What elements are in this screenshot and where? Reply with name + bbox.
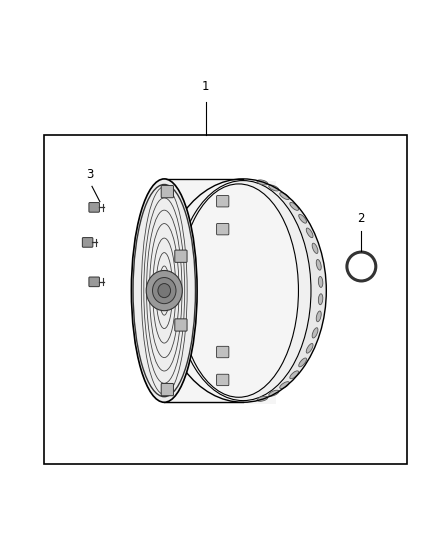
Ellipse shape <box>318 277 323 287</box>
Ellipse shape <box>179 184 298 397</box>
Ellipse shape <box>290 203 299 211</box>
FancyBboxPatch shape <box>216 346 229 358</box>
Ellipse shape <box>152 278 176 304</box>
Ellipse shape <box>316 311 321 322</box>
Ellipse shape <box>158 284 170 297</box>
FancyBboxPatch shape <box>175 319 187 331</box>
Ellipse shape <box>146 270 182 311</box>
FancyBboxPatch shape <box>164 181 276 405</box>
PathPatch shape <box>243 179 326 402</box>
Ellipse shape <box>175 181 311 401</box>
Ellipse shape <box>306 228 313 238</box>
FancyBboxPatch shape <box>89 277 99 287</box>
FancyBboxPatch shape <box>216 196 229 207</box>
Ellipse shape <box>318 294 323 305</box>
FancyBboxPatch shape <box>216 223 229 235</box>
Ellipse shape <box>257 180 268 185</box>
FancyBboxPatch shape <box>161 383 173 395</box>
Text: 1: 1 <box>202 80 210 93</box>
Ellipse shape <box>312 328 318 338</box>
FancyBboxPatch shape <box>175 250 187 262</box>
Ellipse shape <box>257 396 268 401</box>
FancyBboxPatch shape <box>89 203 99 212</box>
Ellipse shape <box>299 214 307 223</box>
Ellipse shape <box>131 179 197 402</box>
FancyBboxPatch shape <box>216 374 229 386</box>
Ellipse shape <box>280 382 289 389</box>
Ellipse shape <box>290 371 299 379</box>
Ellipse shape <box>299 358 307 367</box>
Ellipse shape <box>280 192 289 199</box>
FancyBboxPatch shape <box>161 185 173 198</box>
Bar <box>44 135 407 464</box>
Ellipse shape <box>269 185 279 191</box>
Text: 3: 3 <box>86 168 93 181</box>
Text: 2: 2 <box>357 212 365 225</box>
Ellipse shape <box>316 260 321 270</box>
Ellipse shape <box>269 390 279 396</box>
Ellipse shape <box>306 343 313 353</box>
Ellipse shape <box>312 243 318 254</box>
FancyBboxPatch shape <box>82 238 93 247</box>
